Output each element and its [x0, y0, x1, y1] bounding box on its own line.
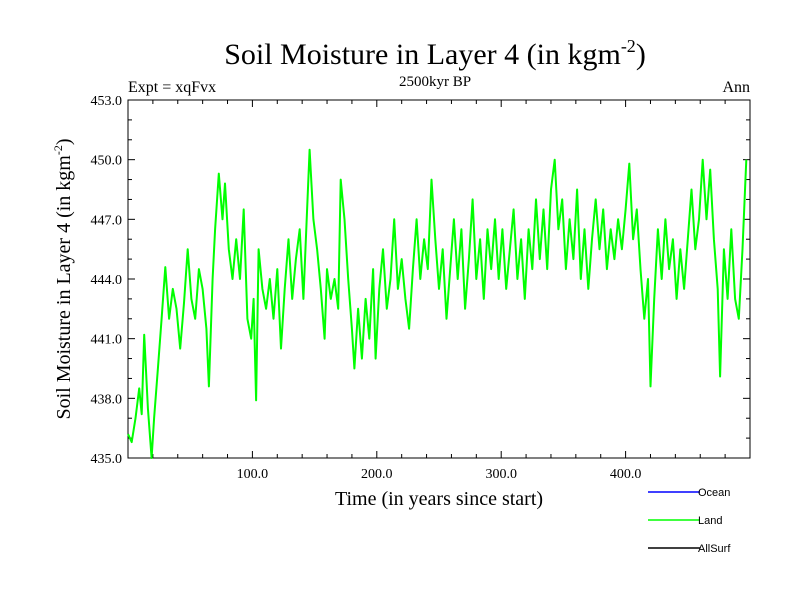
chart-title: Soil Moisture in Layer 4 (in kgm-2) [224, 36, 646, 71]
y-label-close: ) [53, 138, 75, 145]
legend: Ocean Land AllSurf [648, 487, 731, 555]
x-tick-label: 100.0 [237, 467, 269, 482]
y-tick-label: 435.0 [91, 452, 123, 467]
x-axis: 100.0 200.0 300.0 400.0 [152, 100, 726, 482]
subtitle-center: 2500kyr BP [399, 74, 471, 90]
subtitle-left: Expt = xqFvx [128, 79, 216, 96]
x-axis-label: Time (in years since start) [335, 488, 543, 510]
series-layer [127, 148, 748, 459]
x-tick-label: 400.0 [610, 467, 642, 482]
legend-label-allsurf: AllSurf [698, 543, 731, 555]
title-close: ) [636, 38, 646, 71]
y-axis-label: Soil Moisture in Layer 4 (in kgm-2) [51, 138, 75, 419]
y-tick-label: 453.0 [91, 94, 123, 109]
y-tick-label: 450.0 [91, 154, 123, 169]
y-tick-label: 441.0 [91, 333, 123, 348]
y-label-superscript: -2 [51, 145, 65, 155]
x-tick-label: 300.0 [485, 467, 517, 482]
subtitle-right: Ann [722, 79, 750, 96]
y-tick-label: 438.0 [91, 392, 123, 407]
title-superscript: -2 [621, 36, 636, 56]
x-tick-label: 200.0 [361, 467, 393, 482]
y-tick-label: 444.0 [91, 273, 123, 288]
series-line-land [127, 148, 748, 459]
legend-label-land: Land [698, 515, 722, 527]
legend-label-ocean: Ocean [698, 487, 730, 499]
y-tick-label: 447.0 [91, 213, 123, 228]
y-axis: 435.0 438.0 441.0 444.0 447.0 450.0 453.0 [91, 94, 750, 467]
